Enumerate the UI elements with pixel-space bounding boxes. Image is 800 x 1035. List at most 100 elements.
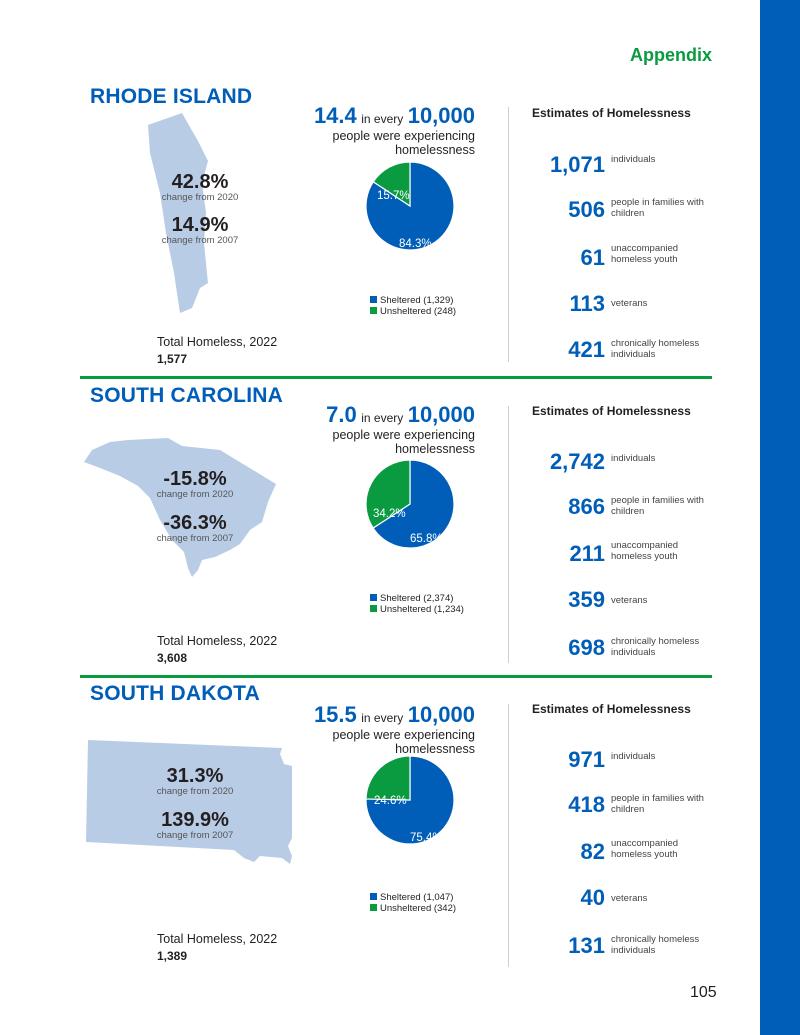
change-2007: -36.3% change from 2007	[135, 513, 255, 544]
change-2020-value: 42.8%	[171, 171, 229, 193]
state-section-south-dakota: SOUTH DAKOTA 15.5 in every 10,000 people…	[80, 682, 712, 982]
state-map-south-dakota	[84, 738, 304, 878]
state-map-south-carolina	[80, 432, 280, 582]
rate-in-every: in every	[361, 411, 404, 425]
change-2007: 139.9% change from 2007	[135, 810, 255, 841]
rate-per: 10,000	[407, 103, 475, 128]
south-carolina-shape	[84, 438, 276, 577]
vertical-divider	[508, 704, 509, 967]
estimate-value: 971	[568, 747, 605, 772]
rate-block: 7.0 in every 10,000 people were experien…	[280, 402, 475, 456]
change-2007-label: change from 2007	[156, 830, 234, 841]
pie-legend: Sheltered (1,329) Unsheltered (248)	[370, 295, 456, 317]
estimate-row: 971 individuals	[520, 747, 720, 781]
estimate-row: 359 veterans	[520, 587, 720, 621]
estimate-value: 866	[568, 494, 605, 519]
estimate-value: 2,742	[549, 449, 605, 474]
estimate-row: 421 chronically homeless individuals	[520, 337, 720, 371]
estimate-row: 61 unaccompanied homeless youth	[520, 243, 720, 277]
total-homeless: Total Homeless, 2022 1,577	[157, 333, 277, 367]
total-value: 1,577	[157, 352, 188, 366]
legend-swatch-sheltered	[370, 594, 377, 601]
pie-label-sheltered: 65.8%	[410, 533, 443, 545]
pie-slice-sheltered	[372, 459, 455, 549]
side-color-bar	[760, 0, 800, 1035]
legend-item-sheltered: Sheltered (1,047)	[370, 892, 456, 903]
change-2020-value: -15.8%	[163, 468, 227, 490]
rate-line-1: people were experiencing	[332, 728, 475, 742]
estimate-row: 506 people in families with children	[520, 195, 720, 229]
page-number: 105	[690, 984, 717, 1001]
vertical-divider	[508, 107, 509, 362]
estimate-value: 211	[569, 541, 606, 566]
pie-label-sheltered: 84.3%	[399, 238, 432, 250]
rate-line-1: people were experiencing	[332, 129, 475, 143]
legend-item-unsheltered: Unsheltered (248)	[370, 306, 456, 317]
legend-swatch-unsheltered	[370, 605, 377, 612]
rate-per: 10,000	[407, 402, 475, 427]
total-homeless: Total Homeless, 2022 3,608	[157, 632, 277, 666]
pie-chart	[365, 161, 455, 251]
pie-label-unsheltered: 24.6%	[374, 795, 407, 807]
estimate-label: unaccompanied homeless youth	[611, 838, 679, 860]
total-label: Total Homeless, 2022	[157, 634, 278, 648]
legend-text: Unsheltered (248)	[380, 306, 457, 317]
section-divider	[80, 675, 712, 678]
estimate-label: chronically homeless individuals	[611, 934, 700, 956]
total-value: 3,608	[157, 651, 188, 665]
legend-swatch-unsheltered	[370, 904, 377, 911]
change-2007-label: change from 2007	[156, 533, 234, 544]
estimates-title: Estimates of Homelessness	[532, 702, 691, 716]
estimate-value: 421	[568, 337, 605, 362]
change-2020: 31.3% change from 2020	[135, 766, 255, 797]
legend-text: Sheltered (1,047)	[380, 892, 454, 903]
pie-slice-unsheltered	[365, 459, 411, 529]
estimate-value: 1,071	[549, 152, 605, 177]
legend-item-unsheltered: Unsheltered (342)	[370, 903, 456, 914]
vertical-divider	[508, 406, 509, 663]
estimate-value: 40	[580, 885, 605, 910]
pie-chart	[365, 459, 455, 549]
estimate-label: veterans	[611, 893, 648, 904]
estimate-row: 698 chronically homeless individuals	[520, 635, 720, 669]
estimate-value: 82	[580, 839, 605, 864]
change-2007-label: change from 2007	[161, 235, 239, 246]
pie-legend: Sheltered (1,047) Unsheltered (342)	[370, 892, 456, 914]
rate-in-every: in every	[361, 112, 404, 126]
rate-value: 15.5	[313, 702, 357, 727]
estimate-row: 1,071 individuals	[520, 150, 720, 184]
estimate-row: 40 veterans	[520, 885, 720, 919]
rate-value: 14.4	[313, 103, 357, 128]
change-2007-value: 14.9%	[171, 214, 229, 236]
estimate-value: 506	[568, 197, 605, 222]
estimate-label: people in families with children	[611, 793, 704, 815]
rate-line-2: homelessness	[395, 143, 475, 157]
estimate-value: 359	[568, 587, 605, 612]
change-2020-label: change from 2020	[161, 192, 239, 203]
change-2007: 14.9% change from 2007	[140, 215, 260, 246]
rate-line-2: homelessness	[395, 742, 475, 756]
section-divider	[80, 376, 712, 379]
legend-item-unsheltered: Unsheltered (1,234)	[370, 604, 464, 615]
change-2020: 42.8% change from 2020	[140, 172, 260, 203]
estimate-label: unaccompanied homeless youth	[611, 540, 679, 562]
pie-slice-sheltered	[365, 755, 455, 845]
state-name: SOUTH DAKOTA	[90, 682, 261, 705]
total-label: Total Homeless, 2022	[157, 932, 278, 946]
estimate-label: people in families with children	[611, 495, 704, 517]
section-label: Appendix	[629, 45, 712, 65]
rate-in-every: in every	[361, 711, 404, 725]
estimate-value: 61	[580, 245, 605, 270]
rate-line-2: homelessness	[395, 442, 475, 456]
estimate-label: chronically homeless individuals	[611, 338, 700, 360]
estimate-value: 131	[568, 933, 605, 958]
estimate-label: veterans	[611, 298, 648, 309]
change-2020-label: change from 2020	[156, 489, 234, 500]
estimate-label: chronically homeless individuals	[611, 636, 700, 658]
pie-label-unsheltered: 34.2%	[373, 508, 406, 520]
pie-slice-unsheltered	[365, 755, 411, 801]
legend-swatch-unsheltered	[370, 307, 377, 314]
legend-text: Sheltered (2,374)	[380, 593, 454, 604]
estimates-title: Estimates of Homelessness	[532, 404, 691, 418]
change-2020: -15.8% change from 2020	[135, 469, 255, 500]
